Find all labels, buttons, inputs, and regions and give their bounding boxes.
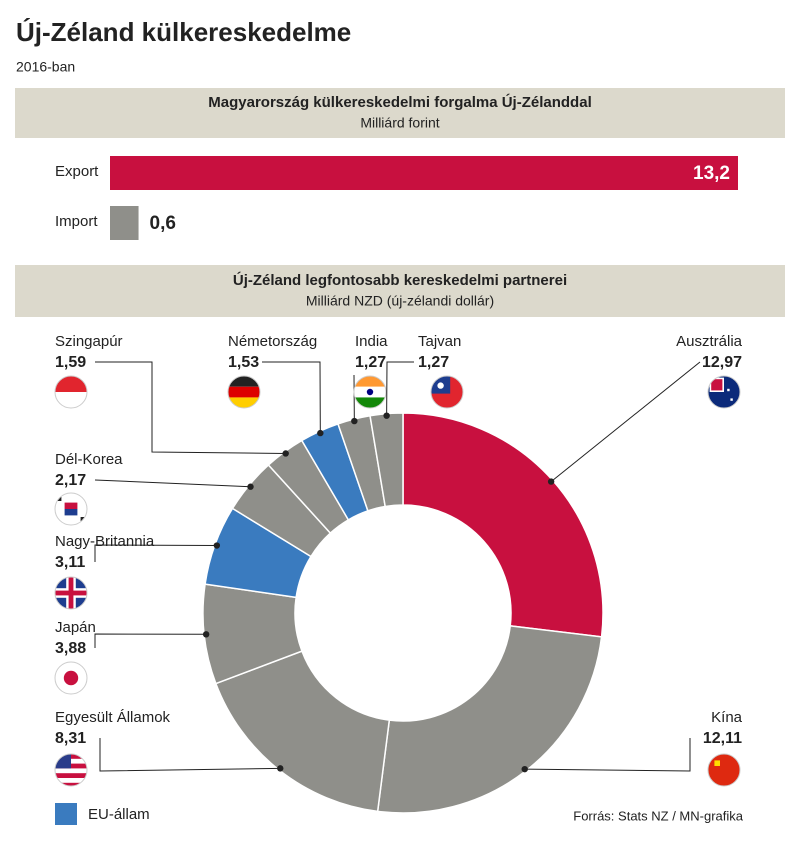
leader-dot xyxy=(283,450,289,456)
flag-part xyxy=(55,783,87,788)
donut-slice xyxy=(378,626,602,813)
donut-slice xyxy=(403,413,603,637)
leader-dot xyxy=(383,412,389,418)
leader-line xyxy=(551,362,700,482)
flag-part xyxy=(714,760,720,766)
partner-value: 3,88 xyxy=(55,640,86,657)
bar-subtitle: Milliárd forint xyxy=(360,115,439,131)
flag-part xyxy=(367,389,373,395)
donut-subtitle: Milliárd NZD (új-zélandi dollár) xyxy=(306,293,494,309)
flag-part xyxy=(64,671,78,685)
leader-dot xyxy=(317,430,323,436)
partner-name: Szingapúr xyxy=(55,333,123,350)
partner-value: 12,11 xyxy=(703,730,742,747)
donut-slice xyxy=(216,651,389,811)
bar xyxy=(110,206,139,240)
partner-name: Tajvan xyxy=(418,333,461,350)
leader-line xyxy=(262,362,320,433)
legend-swatch xyxy=(55,803,77,825)
leader-dot xyxy=(247,484,253,490)
leader-line xyxy=(95,362,286,453)
leader-line xyxy=(95,480,251,487)
flag-part xyxy=(55,376,87,392)
partner-name: Kína xyxy=(711,709,743,726)
leader-line xyxy=(95,634,206,648)
subtitle: 2016-ban xyxy=(16,59,75,75)
flag-part xyxy=(65,509,78,515)
value-label: 13,2 xyxy=(693,163,730,184)
leader-line xyxy=(387,362,414,416)
leader-dot xyxy=(351,418,357,424)
flag-part xyxy=(69,577,74,609)
partner-value: 2,17 xyxy=(55,472,86,489)
bar xyxy=(110,156,738,190)
flag-part xyxy=(228,387,260,398)
flag-part xyxy=(354,376,386,387)
leader-dot xyxy=(214,542,220,548)
legend-label: EU-állam xyxy=(88,806,150,823)
flag-part xyxy=(65,503,78,509)
partner-name: Dél-Korea xyxy=(55,451,123,468)
leader-dot xyxy=(277,765,283,771)
partner-value: 1,59 xyxy=(55,354,86,371)
leader-dot xyxy=(522,766,528,772)
value-label: 0,6 xyxy=(150,213,176,234)
flag-part xyxy=(228,376,260,387)
partner-name: Nagy-Britannia xyxy=(55,533,155,550)
flag-part xyxy=(55,773,87,778)
partner-name: Ausztrália xyxy=(676,333,743,350)
donut-title: Új-Zéland legfontosabb kereskedelmi part… xyxy=(233,271,567,289)
flag-part xyxy=(727,389,729,391)
leader-dot xyxy=(203,631,209,637)
partner-value: 12,97 xyxy=(702,354,742,371)
partner-value: 3,11 xyxy=(55,554,85,571)
partner-name: India xyxy=(355,333,388,350)
flag-part xyxy=(437,382,443,388)
bar-label: Import xyxy=(55,213,98,230)
bar-title: Magyarország külkereskedelmi forgalma Új… xyxy=(208,93,591,111)
flag-part xyxy=(730,398,732,400)
bar-label: Export xyxy=(55,163,99,180)
source: Forrás: Stats NZ / MN-grafika xyxy=(573,808,744,823)
leader-dot xyxy=(548,478,554,484)
partner-name: Japán xyxy=(55,619,96,636)
partner-value: 1,53 xyxy=(228,354,259,371)
partner-value: 1,27 xyxy=(418,354,449,371)
partner-name: Németország xyxy=(228,333,317,350)
partner-value: 8,31 xyxy=(55,730,86,747)
partner-name: Egyesült Államok xyxy=(55,709,171,726)
partner-value: 1,27 xyxy=(355,354,386,371)
title: Új-Zéland külkereskedelme xyxy=(16,17,351,47)
